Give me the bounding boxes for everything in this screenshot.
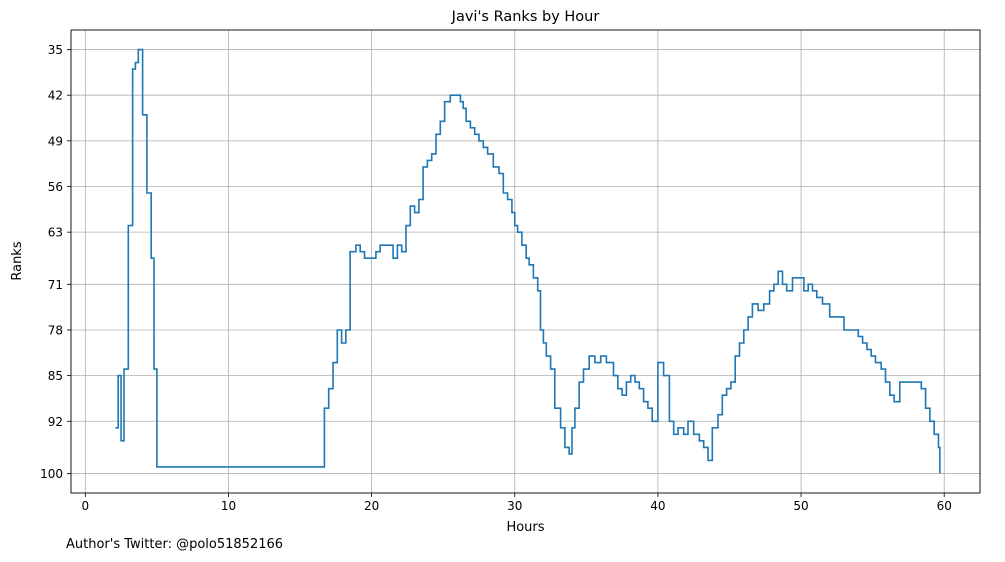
- y-tick-label: 71: [48, 278, 63, 292]
- x-axis-label: Hours: [506, 520, 544, 535]
- x-tick-label: 40: [650, 499, 665, 513]
- y-tick-label: 49: [48, 134, 63, 148]
- plot-area-frame: [70, 29, 981, 494]
- y-tick-label: 100: [40, 467, 63, 481]
- chart-title: Javi's Ranks by Hour: [451, 9, 600, 25]
- x-tick-label: 30: [507, 499, 522, 513]
- y-tick-label: 85: [48, 369, 63, 383]
- x-tick-label: 50: [793, 499, 808, 513]
- grid: [71, 30, 980, 493]
- y-tick-label: 92: [48, 415, 63, 429]
- series-line: [115, 48, 941, 474]
- x-tick-label: 20: [364, 499, 379, 513]
- y-tick-label: 56: [48, 180, 63, 194]
- x-tick-label: 60: [937, 499, 952, 513]
- author-credit: Author's Twitter: @polo51852166: [66, 537, 284, 552]
- x-tick-label: 10: [221, 499, 236, 513]
- y-tick-label: 78: [48, 323, 63, 337]
- x-tick-label: 0: [81, 499, 89, 513]
- y-tick-label: 42: [48, 89, 63, 103]
- y-tick-label: 63: [48, 226, 63, 240]
- y-tick-label: 35: [48, 43, 63, 57]
- y-axis-label: Ranks: [10, 241, 25, 280]
- x-axis-ticks: 0 10 20 30 40 50 60: [81, 493, 952, 513]
- y-axis-ticks: 35 42 49 56 63 71 78 85 92 100: [40, 43, 71, 481]
